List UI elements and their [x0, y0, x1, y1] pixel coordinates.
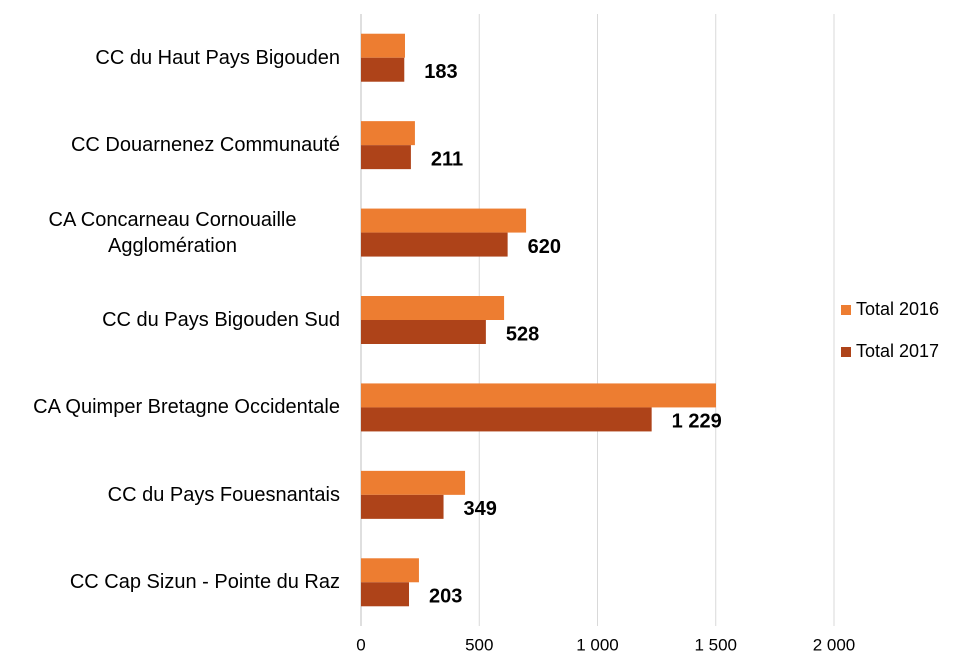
data-label: 183: [424, 61, 457, 83]
data-label: 1 229: [672, 411, 722, 433]
bar: [361, 57, 405, 82]
category-text: CA Concarneau Cornouaille Agglomération: [48, 208, 297, 257]
data-label: 620: [528, 236, 561, 258]
category-text: CC du Pays Bigouden Sud: [102, 309, 340, 331]
bar: [361, 145, 411, 170]
legend-label: Total 2017: [856, 341, 939, 361]
data-label: 349: [464, 498, 497, 520]
category-label: CC Douarnenez Communauté: [0, 105, 340, 185]
bar: [361, 494, 444, 519]
legend-swatch: [841, 347, 851, 357]
legend-swatch: [841, 305, 851, 315]
category-text: CC du Pays Fouesnantais: [107, 483, 340, 506]
bar: [361, 558, 419, 583]
bar: [361, 320, 486, 344]
category-label: CC du Pays Fouesnantais: [0, 455, 340, 535]
bar: [361, 582, 410, 607]
category-text: CC du Haut Pays Bigouden: [95, 46, 340, 69]
category-label: CC du Pays Bigouden Sud: [0, 280, 340, 360]
data-label: 203: [429, 586, 462, 608]
x-tick-label: 2 000: [813, 635, 856, 654]
bar: [361, 383, 716, 408]
data-label: 528: [506, 323, 539, 345]
data-label: 211: [431, 148, 463, 170]
x-tick-label: 1 500: [694, 635, 737, 654]
category-text: CA Quimper Bretagne Occidentale: [33, 396, 340, 419]
category-text: CC Cap Sizun - Pointe du Raz: [69, 571, 340, 594]
category-label: CC du Haut Pays Bigouden: [0, 18, 340, 98]
x-tick-label: 500: [465, 635, 493, 654]
category-label: CA Quimper Bretagne Occidentale: [0, 367, 340, 447]
category-text: CC Douarnenez Communauté: [70, 134, 340, 157]
x-tick-label: 1 000: [576, 635, 619, 654]
bar: [361, 33, 405, 58]
bar: [361, 208, 527, 233]
bar: [361, 407, 652, 432]
category-label: CA Concarneau Cornouaille Agglomération: [0, 193, 340, 273]
bar: [361, 296, 505, 320]
x-tick-label: 0: [356, 635, 365, 654]
legend-label: Total 2016: [856, 299, 939, 319]
bar: [361, 121, 415, 146]
category-label: CC Cap Sizun - Pointe du Raz: [0, 542, 340, 622]
bar: [361, 232, 508, 257]
bar: [361, 470, 466, 495]
